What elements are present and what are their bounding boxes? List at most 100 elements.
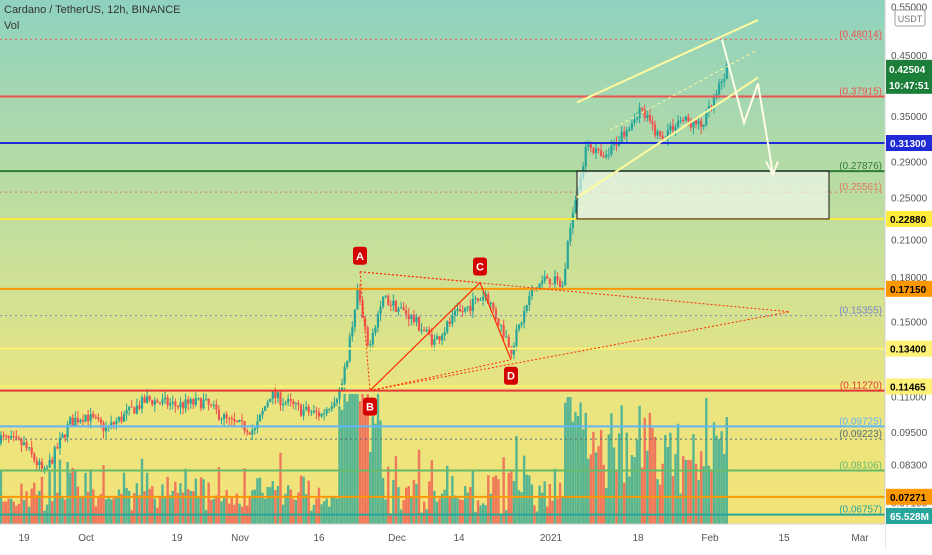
volume-bar [635,439,639,524]
candle-body [289,399,292,401]
candle-body [230,418,233,420]
candle [104,421,108,439]
candle-body [163,397,167,400]
volume-bar [302,476,305,524]
volume-bar [120,493,123,524]
candle-body [323,413,326,415]
candle [633,113,636,127]
candle-body [376,313,380,328]
candle-body [66,424,69,438]
candle-body [171,401,174,404]
candle [653,120,657,139]
candle [707,100,710,118]
candle [448,317,451,327]
candle-body [635,118,639,120]
candle [174,398,177,413]
volume-bar [561,496,564,524]
candle [48,453,51,469]
candle [238,419,241,423]
candle-body [399,307,403,309]
candle-body [2,435,5,437]
candle-body [240,420,244,422]
channel-lower-line [576,76,759,199]
candle [233,412,236,428]
volume-bar [592,431,595,524]
volume-bar [494,475,498,524]
candle [425,326,428,333]
candle [515,324,518,351]
candle-body [610,145,613,155]
candle-body [620,131,623,143]
volume-bar [304,494,308,524]
candle-body [61,434,64,439]
candle [92,410,95,419]
volume-bar [579,402,582,524]
volume-bar [376,394,380,524]
pattern-label-b: B [366,402,374,414]
candle [346,360,349,370]
candle [387,293,390,306]
volume-label[interactable]: Vol [4,20,20,32]
candle-body [656,131,659,136]
candle [702,124,705,131]
candle-body [607,154,610,156]
volume-bar [607,434,611,524]
candle-body [7,435,10,438]
candle [482,290,485,306]
volume-bar [297,492,300,524]
candle [548,278,551,288]
candle-body [71,417,74,426]
volume-bar [425,509,428,524]
candle-body [179,402,182,408]
candle-body [12,436,15,438]
pattern-label-a: A [356,251,364,263]
candle-body [594,148,598,153]
volume-bar [266,486,269,524]
candle-body [4,435,8,437]
volume-bar [112,498,115,524]
candle-body [130,406,133,408]
volume-bar [56,492,59,524]
candle-body [302,409,305,416]
chart-title[interactable]: Cardano / TetherUS, 12h, BINANCE [4,4,181,16]
candle [507,334,510,350]
volume-bar [361,394,364,524]
candle-body [653,124,657,136]
candle-body [499,324,503,326]
candle [569,223,572,246]
candle [7,435,10,443]
candle [192,397,195,409]
volume-bar [294,500,298,524]
candle-body [494,309,498,319]
candle-body [556,276,559,281]
candle [302,403,305,421]
candle [602,151,605,159]
candle [310,409,313,416]
x-tick-label: 15 [778,533,790,544]
volume-bar [384,499,387,524]
candle [258,413,262,422]
volume-bar [420,512,423,524]
volume-bar [671,476,675,524]
candle-body [353,309,356,328]
volume-bar [140,458,144,524]
volume-bar [540,492,544,524]
volume-bar [192,491,195,524]
volume-bar [463,486,467,524]
volume-bar [356,394,359,524]
y-tick-label: 0.35000 [891,112,928,123]
candle-body [143,397,146,403]
volume-bar [299,475,303,524]
candle [605,149,608,160]
candle-body [589,144,592,148]
volume-bar [387,466,390,524]
candle [189,397,192,409]
volume-bar [448,496,451,524]
candle-body [110,422,113,426]
candle [528,290,531,312]
candle [315,406,318,420]
volume-bar [461,499,464,524]
volume-bar [92,489,95,524]
volume-bar [343,394,346,524]
